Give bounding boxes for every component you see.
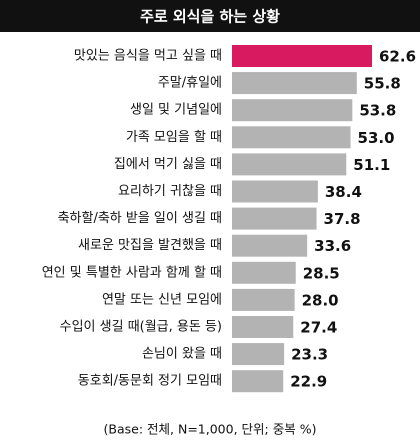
value-label: 27.4	[300, 319, 337, 337]
category-label: 축하할/축하 받을 일이 생길 때	[58, 211, 222, 226]
category-label: 주말/휴일에	[158, 76, 222, 91]
category-label: 연말 또는 신년 모임에	[102, 292, 222, 307]
value-label: 33.6	[314, 237, 351, 255]
category-label: 집에서 먹기 싫을 때	[114, 157, 222, 172]
category-label: 새로운 맛집을 발견했을 때	[78, 237, 222, 253]
value-label: 38.4	[325, 183, 362, 201]
bar	[232, 234, 308, 257]
bar	[232, 153, 347, 176]
category-label: 수입이 생길 때(월급, 용돈 등)	[60, 320, 222, 335]
bar	[232, 343, 285, 366]
category-label: 손님이 왔을 때	[142, 347, 222, 362]
bar	[232, 99, 353, 122]
bar	[232, 45, 372, 67]
value-label: 53.8	[359, 102, 396, 120]
category-label: 요리하기 귀찮을 때	[118, 184, 222, 199]
value-label: 62.6	[379, 48, 416, 66]
category-label: 생일 및 기념일에	[130, 103, 222, 118]
value-label: 23.3	[291, 346, 328, 364]
value-label: 37.8	[324, 210, 361, 228]
bar	[232, 207, 317, 230]
value-label: 28.0	[302, 291, 339, 309]
value-label: 22.9	[290, 373, 327, 391]
category-label: 연인 및 특별한 사람과 함께 할 때	[42, 265, 222, 280]
bar	[232, 288, 295, 311]
category-label: 동호회/동문회 정기 모임때	[78, 374, 222, 389]
title-bar	[0, 0, 420, 32]
category-label: 맛있는 음식을 먹고 싶을 때	[74, 49, 222, 64]
chart-title: 주로 외식을 하는 상황	[140, 8, 280, 26]
category-label: 가족 모임을 할 때	[126, 130, 222, 145]
value-label: 53.0	[358, 129, 395, 147]
value-label: 51.1	[353, 156, 390, 174]
bar	[232, 316, 294, 338]
bar	[232, 261, 296, 284]
bar	[232, 370, 284, 393]
bar	[232, 126, 351, 149]
footnote: (Base: 전체, N=1,000, 단위; 중복 %)	[104, 422, 317, 437]
bar	[232, 180, 318, 203]
value-label: 55.8	[364, 75, 401, 93]
value-label: 28.5	[303, 264, 340, 282]
bar	[232, 72, 357, 95]
